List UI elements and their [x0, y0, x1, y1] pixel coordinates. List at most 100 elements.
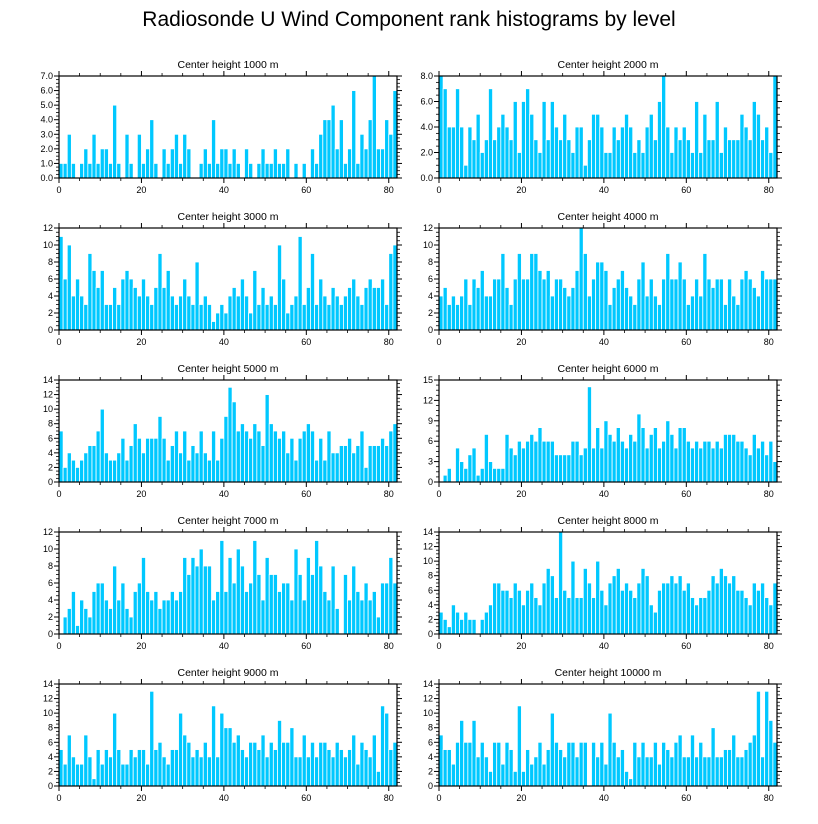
bar: [219, 540, 225, 635]
bar: [677, 734, 683, 787]
bar: [326, 304, 332, 331]
bar: [70, 591, 76, 635]
bar: [698, 597, 704, 635]
bar: [694, 756, 700, 787]
bar: [244, 148, 250, 179]
bar: [136, 295, 142, 331]
bar: [314, 540, 320, 635]
bar: [206, 459, 212, 483]
bar: [496, 582, 502, 635]
bar: [330, 756, 336, 787]
bar: [91, 133, 97, 179]
bar: [128, 163, 134, 179]
bar: [624, 113, 630, 179]
bar: [438, 295, 444, 331]
panel-title: Center height 4000 m: [558, 211, 659, 223]
bar: [219, 148, 225, 179]
bar: [223, 591, 229, 635]
bar: [103, 749, 109, 787]
bar: [652, 295, 658, 331]
bar: [198, 304, 204, 331]
bar: [289, 437, 295, 483]
bar: [644, 575, 650, 635]
bar: [512, 454, 518, 483]
bar: [760, 582, 766, 635]
bar: [500, 253, 506, 331]
bar: [599, 126, 605, 179]
bar: [322, 295, 328, 331]
bar: [438, 734, 444, 787]
bar: [492, 278, 498, 331]
bar: [467, 454, 473, 483]
panel-3: Center height 4000 m 0 2 4 6 8 10 12 0 20 40 60 80: [423, 211, 782, 347]
bar: [586, 386, 592, 483]
y-tick-label: 6: [428, 436, 433, 446]
y-tick-label: 4: [48, 448, 53, 458]
y-tick-label: 0: [48, 629, 53, 639]
bar: [591, 741, 597, 787]
panel-title: Center height 3000 m: [178, 211, 279, 223]
bar: [75, 625, 81, 635]
bar: [521, 278, 526, 331]
bar: [508, 749, 514, 787]
bar: [79, 599, 85, 635]
bar: [735, 756, 741, 787]
bar: [442, 474, 448, 483]
bar: [690, 447, 695, 483]
bar: [264, 756, 270, 787]
bar: [702, 440, 708, 483]
bar: [153, 591, 159, 635]
bar: [87, 616, 93, 635]
bar: [628, 126, 634, 179]
bar: [619, 749, 625, 787]
bar: [558, 139, 564, 179]
y-tick-label: 10: [423, 240, 433, 250]
bar: [293, 459, 299, 483]
bar: [455, 611, 461, 635]
bar: [607, 304, 613, 331]
y-tick-label: 8: [428, 257, 433, 267]
bar: [231, 582, 237, 635]
bar: [194, 749, 200, 787]
bar: [326, 749, 332, 787]
bar: [657, 447, 662, 483]
bar: [574, 756, 580, 787]
bar: [747, 278, 753, 331]
bar: [66, 133, 72, 179]
bar: [529, 582, 535, 635]
bar: [301, 599, 307, 635]
bar: [463, 611, 469, 635]
bar: [644, 126, 650, 179]
panel-title: Center height 7000 m: [178, 515, 279, 527]
bar: [285, 312, 291, 331]
bar: [112, 104, 118, 179]
x-tick-label: 80: [764, 793, 774, 803]
y-tick-label: 8: [48, 257, 53, 267]
bar: [718, 152, 724, 179]
bar: [334, 608, 340, 635]
bar: [58, 163, 64, 179]
main-title: Radiosonde U Wind Component rank histogr…: [142, 8, 676, 31]
bar: [446, 467, 452, 483]
bar: [87, 163, 93, 179]
bar: [363, 148, 369, 179]
x-tick-label: 40: [599, 793, 609, 803]
bar: [149, 119, 155, 179]
bar: [182, 133, 188, 179]
bar: [99, 763, 105, 787]
bar: [190, 756, 196, 787]
y-tick-label: 0: [48, 477, 53, 487]
bar: [529, 433, 535, 483]
bar: [326, 599, 332, 635]
bar: [603, 152, 609, 179]
bar: [673, 582, 679, 635]
bar: [747, 741, 753, 787]
bar: [235, 548, 241, 635]
bar: [211, 119, 217, 179]
bar: [128, 445, 134, 483]
bar: [322, 741, 328, 787]
y-tick-label: 2.0: [420, 148, 433, 158]
bar: [570, 287, 576, 331]
bar: [628, 589, 634, 635]
bar: [714, 756, 720, 787]
